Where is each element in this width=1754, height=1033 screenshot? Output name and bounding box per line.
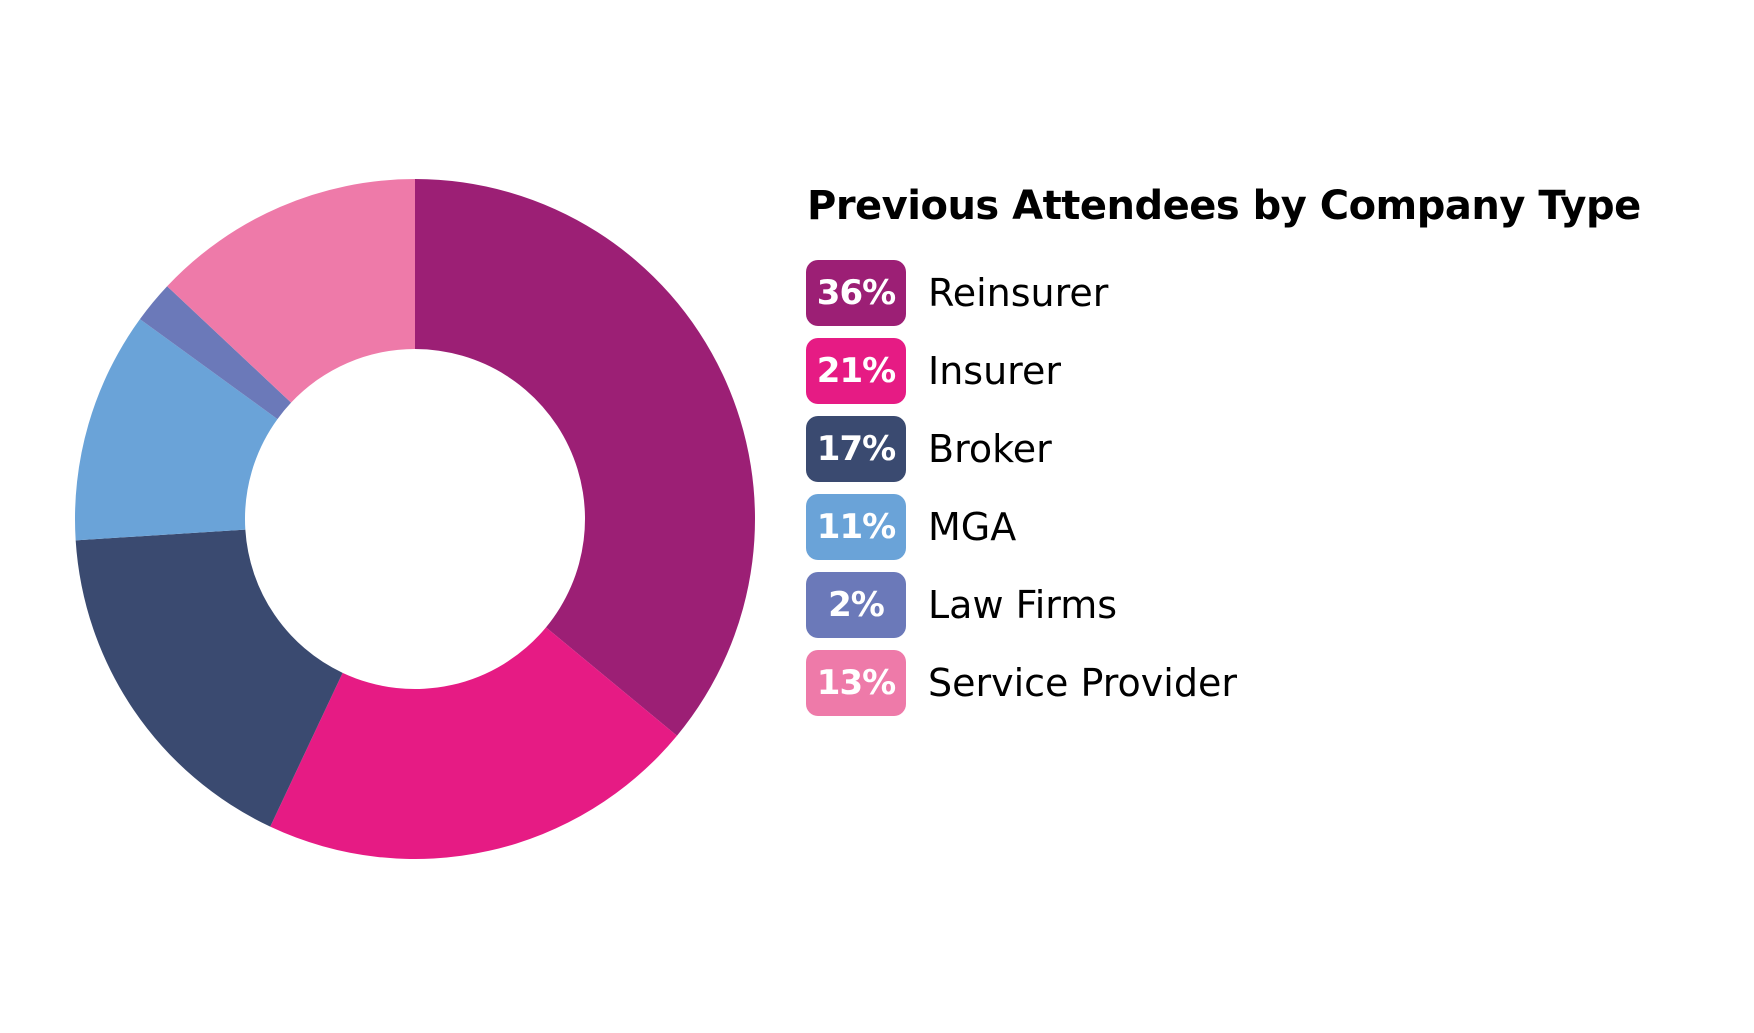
donut-slice-reinsurer bbox=[415, 179, 755, 736]
legend-badge: 17% bbox=[806, 416, 906, 482]
legend-item-mga: 11% MGA bbox=[806, 494, 1237, 560]
legend-label: Broker bbox=[928, 427, 1052, 471]
legend-label: Service Provider bbox=[928, 661, 1237, 705]
donut-slice-insurer bbox=[270, 627, 677, 859]
legend-item-reinsurer: 36% Reinsurer bbox=[806, 260, 1237, 326]
donut-chart bbox=[75, 179, 755, 859]
donut-slice-broker bbox=[75, 529, 343, 827]
legend-badge: 21% bbox=[806, 338, 906, 404]
chart-title: Previous Attendees by Company Type bbox=[807, 183, 1641, 229]
legend-label: MGA bbox=[928, 505, 1017, 549]
legend-badge: 13% bbox=[806, 650, 906, 716]
legend-item-law-firms: 2% Law Firms bbox=[806, 572, 1237, 638]
legend: 36% Reinsurer 21% Insurer 17% Broker 11%… bbox=[806, 260, 1237, 728]
legend-badge: 36% bbox=[806, 260, 906, 326]
legend-label: Reinsurer bbox=[928, 271, 1109, 315]
legend-badge: 2% bbox=[806, 572, 906, 638]
legend-item-insurer: 21% Insurer bbox=[806, 338, 1237, 404]
legend-item-service-provider: 13% Service Provider bbox=[806, 650, 1237, 716]
legend-label: Law Firms bbox=[928, 583, 1118, 627]
donut-slice-service-provider bbox=[167, 179, 415, 403]
donut-slice-law-firms bbox=[139, 286, 292, 420]
legend-badge: 11% bbox=[806, 494, 906, 560]
legend-label: Insurer bbox=[928, 349, 1061, 393]
legend-item-broker: 17% Broker bbox=[806, 416, 1237, 482]
donut-slice-mga bbox=[75, 319, 278, 541]
